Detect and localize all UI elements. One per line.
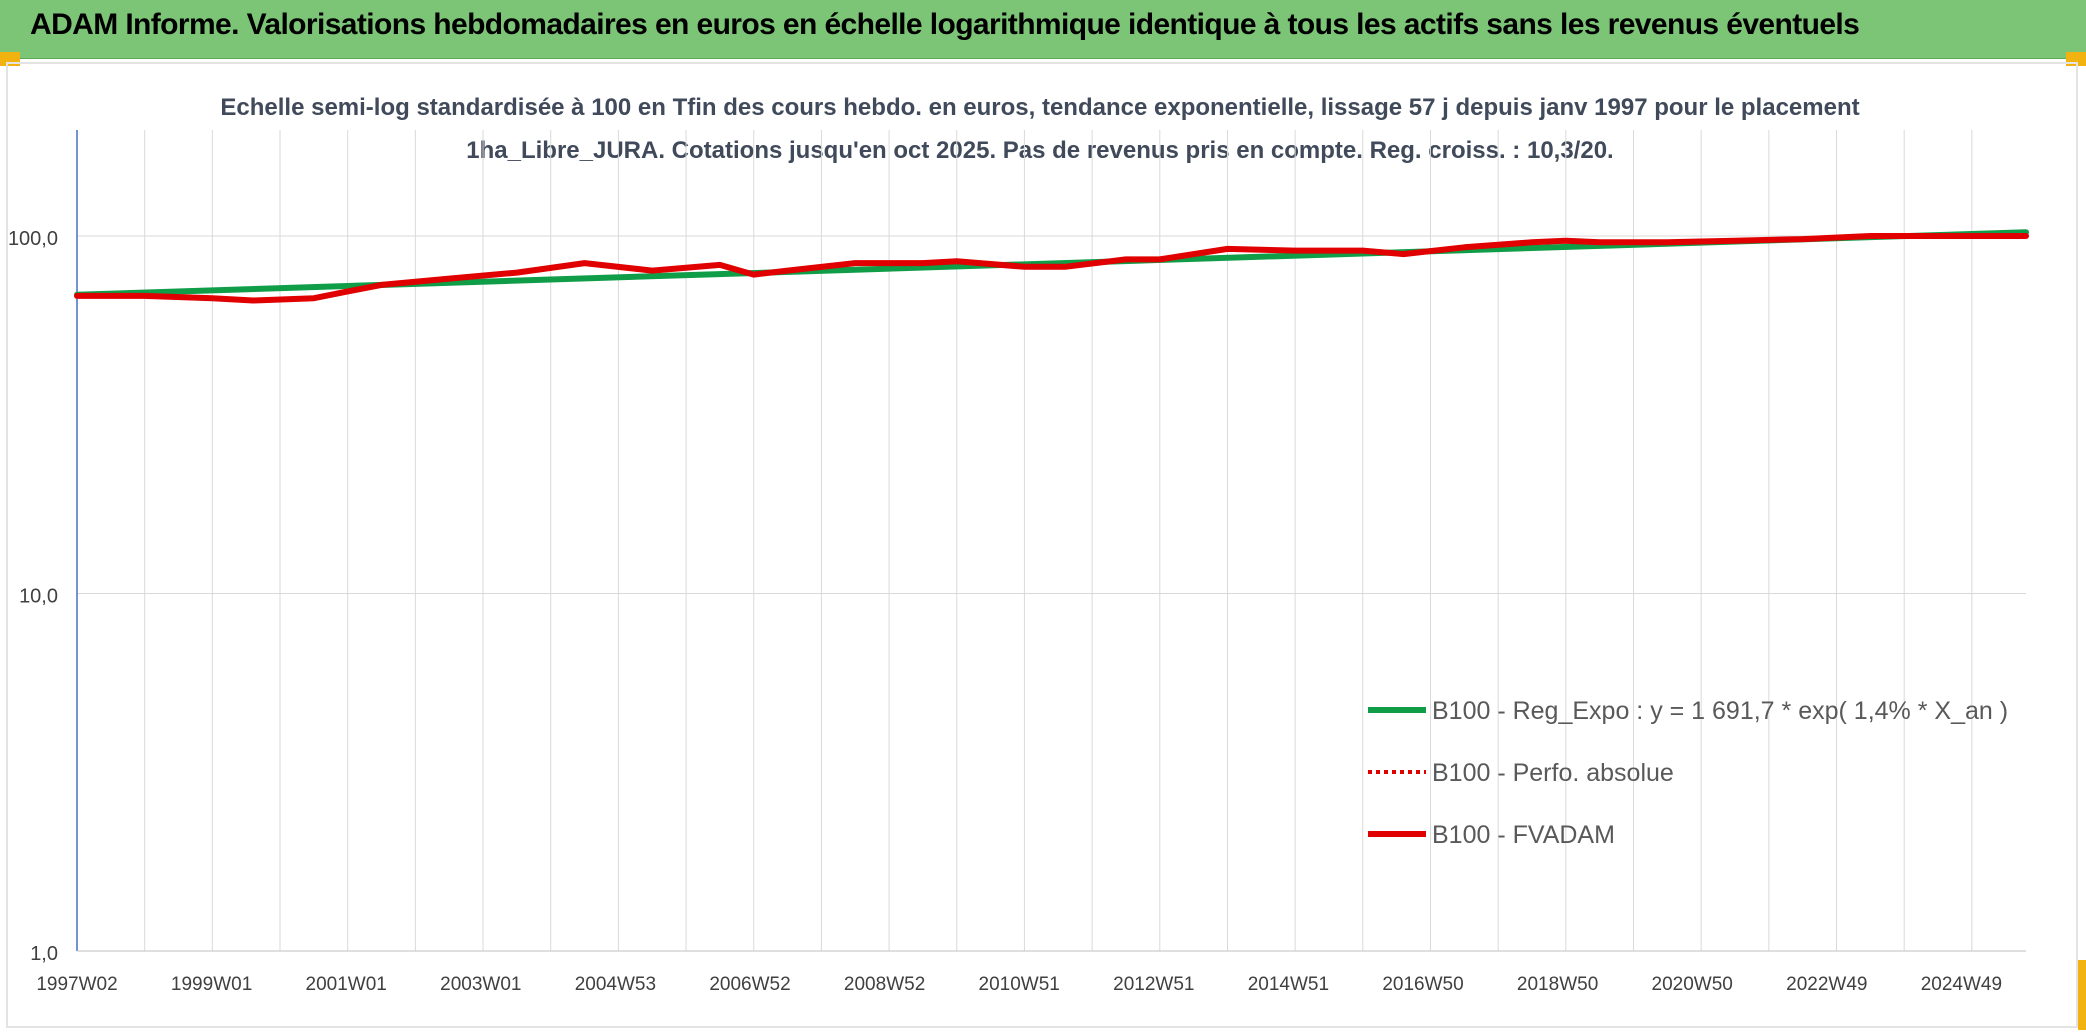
x-tick-label: 2014W51 <box>1248 974 1329 995</box>
x-tick-label: 2001W01 <box>306 974 387 995</box>
x-tick-label: 2012W51 <box>1113 974 1194 995</box>
x-tick-label: 2022W49 <box>1786 974 1867 995</box>
axis-layer: 100,0 10,0 1,0 1997W02 1999W01 2001W01 2003W01… <box>8 130 2026 995</box>
report-title: ADAM Informe. Valorisations hebdomadaire… <box>30 8 1860 41</box>
series-line-fvadam <box>74 233 2029 304</box>
grid-layer <box>76 130 2026 952</box>
report-banner: ADAM Informe. Valorisations hebdomadaire… <box>0 0 2086 59</box>
chart-title: Echelle semi-log standardisée à 100 en T… <box>220 94 1860 164</box>
x-tick-label: 2016W50 <box>1382 974 1463 995</box>
y-tick-label: 100,0 <box>8 228 58 250</box>
x-tick-label: 2008W52 <box>844 974 925 995</box>
y-tick-label: 1,0 <box>30 943 58 965</box>
series-layer <box>74 229 2029 304</box>
x-tick-label: 2020W50 <box>1652 974 1733 995</box>
x-tick-label: 1999W01 <box>171 974 252 995</box>
x-tick-label: 2024W49 <box>1921 974 2002 995</box>
x-tick-label: 2006W52 <box>709 974 790 995</box>
legend-label: B100 - Reg_Expo : y = 1 691,7 * exp( 1,4… <box>1432 697 2008 725</box>
chart-frame <box>6 62 2078 1028</box>
x-tick-label: 2010W51 <box>979 974 1060 995</box>
y-tick-label: 10,0 <box>19 586 58 608</box>
chart-legend: B100 - Reg_Expo : y = 1 691,7 * exp( 1,4… <box>1368 697 2008 849</box>
x-tick-label: 2004W53 <box>575 974 656 995</box>
legend-label: B100 - Perfo. absolue <box>1432 759 1674 787</box>
x-tick-label: 1997W02 <box>36 974 117 995</box>
x-tick-label: 2003W01 <box>440 974 521 995</box>
x-tick-label: 2018W50 <box>1517 974 1598 995</box>
legend-label: B100 - FVADAM <box>1432 821 1615 849</box>
corner-marker-bottom-right <box>2078 960 2086 1030</box>
